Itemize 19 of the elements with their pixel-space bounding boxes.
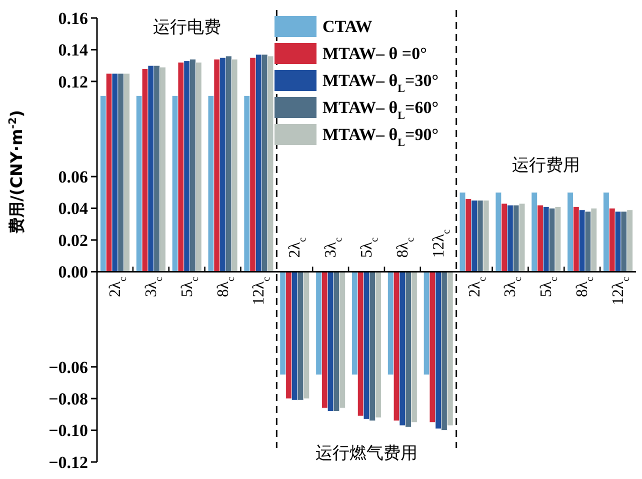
y-tick-label: 0.04 [58, 199, 88, 218]
y-tick-label: 0.16 [58, 8, 88, 28]
legend-label: MTAW– θ$_{L}$=60° [322, 98, 439, 122]
legend-label: MTAW– θ$_{L}$=30° [322, 71, 439, 95]
legend-label: MTAW– θ =0° [322, 44, 427, 63]
y-tick-label: −0.08 [48, 390, 88, 409]
y-tick-label: 0.14 [58, 40, 88, 60]
y-tick-label: 0.12 [58, 72, 88, 92]
y-tick-label: 0.06 [58, 168, 88, 187]
y-tick-label: 0.02 [58, 230, 88, 250]
annotation: 运行电费 [152, 17, 221, 38]
y-tick-label: 0.00 [58, 262, 88, 282]
legend-label: CTAW [322, 17, 372, 36]
annotation: 运行燃气费用 [316, 443, 418, 464]
y-tick-label: −0.06 [48, 358, 88, 377]
y-tick-label: −0.12 [48, 452, 88, 472]
y-tick-label: −0.10 [48, 421, 88, 440]
legend-label: MTAW– θ$_{L}$=90° [322, 125, 439, 149]
annotation: 运行费用 [512, 155, 580, 176]
